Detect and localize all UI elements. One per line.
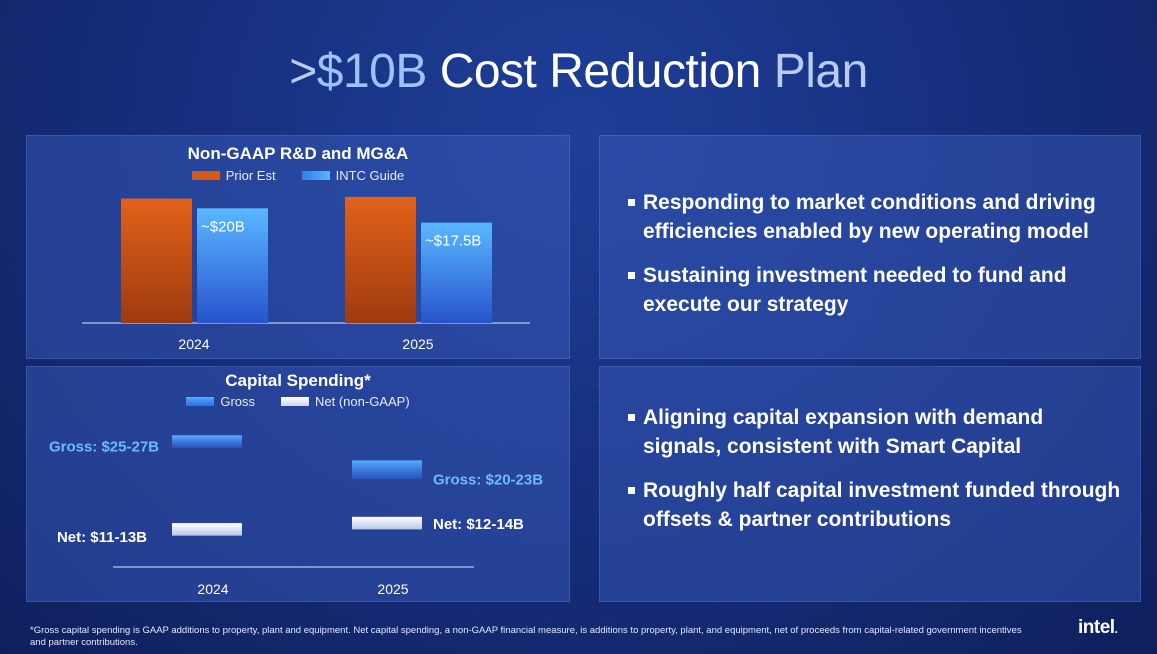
data-label-net-2024: Net: $11-13B [57,529,147,546]
x-tick-label-2025: 2025 [402,336,433,352]
bar-prior-est-2024 [121,198,192,323]
data-label-intc-guide-2024: ~$20B [201,218,245,235]
bar-intc-guide-2025 [421,222,492,323]
data-label-gross-2025: Gross: $20-23B [433,471,543,488]
rd-chart-legend: Prior Est INTC Guide [27,168,569,183]
rd-chart-title: Non-GAAP R&D and MG&A [187,144,409,163]
legend-swatch-gross [186,397,215,406]
legend-swatch-intc-guide [301,171,330,180]
legend-item-net: Net (non-GAAP) [281,394,410,409]
bar-intc-guide-2024 [197,208,268,323]
data-label-net-2025: Net: $12-14B [433,516,524,533]
x-tick-label-2024: 2024 [178,336,209,352]
bar-net-2025 [352,516,422,530]
bar-prior-est-2025 [345,196,416,323]
data-label-gross-2024: Gross: $25-27B [49,438,159,455]
bullet-item: Sustaining investment needed to fund and… [626,261,1126,319]
intel-logo: intel. [1078,617,1118,638]
bar-gross-2024 [172,435,242,448]
legend-swatch-net [281,397,309,406]
legend-item-prior-est: Prior Est [191,168,276,183]
rd-mga-chart-panel: Non-GAAP R&D and MG&A Prior Est INTC Gui… [26,135,570,359]
legend-label-gross: Gross [220,394,255,409]
legend-swatch-prior-est [191,171,220,180]
strategy-text-panel-bottom: Aligning capital expansion with demand s… [599,366,1141,602]
rd-mga-bar-chart: ~$20B 2024 ~$17.5B 2025 [82,196,530,352]
legend-item-intc-guide: INTC Guide [301,168,405,183]
capital-chart-legend: Gross Net (non-GAAP) [27,394,569,409]
bullet-item: Aligning capital expansion with demand s… [626,403,1126,461]
strategy-text-panel-top: Responding to market conditions and driv… [599,135,1141,359]
x-tick-label-2025: 2025 [377,581,408,597]
capital-chart-title: Capital Spending* [225,371,371,390]
bar-gross-2025 [352,460,422,480]
legend-label-prior-est: Prior Est [225,168,276,183]
data-label-intc-guide-2025: ~$17.5B [425,233,481,250]
bar-net-2024 [172,523,242,536]
legend-label-intc-guide: INTC Guide [335,168,405,183]
capital-spending-chart-panel: Capital Spending* Gross Net (non-GAAP) 2… [26,366,570,602]
x-tick-label-2024: 2024 [197,581,228,597]
footnote: *Gross capital spending is GAAP addition… [30,625,1022,648]
legend-label-net: Net (non-GAAP) [315,394,410,409]
bullet-list-top: Responding to market conditions and driv… [626,188,1126,334]
bullet-item: Responding to market conditions and driv… [626,188,1126,246]
bullet-list-bottom: Aligning capital expansion with demand s… [626,403,1126,549]
legend-item-gross: Gross [186,394,255,409]
bullet-item: Roughly half capital investment funded t… [626,476,1126,534]
slide-title: >$10B Cost Reduction Plan [289,45,868,98]
capital-spending-bar-chart: 2024 Gross: $25-27B Net: $11-13B 2025 Gross:… [49,435,543,597]
